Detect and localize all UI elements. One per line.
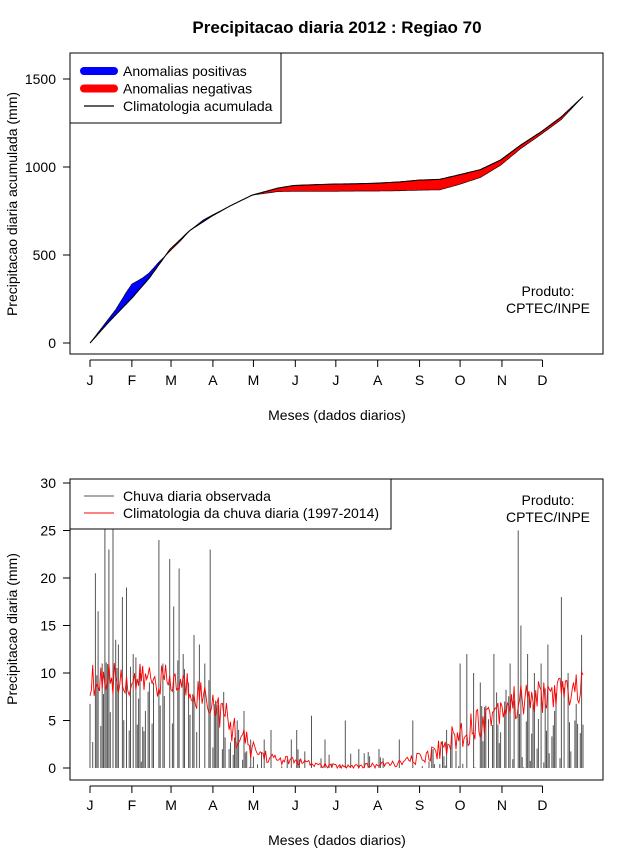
top-x-tick-label: M: [248, 372, 260, 388]
top-x-tick-label: M: [165, 372, 177, 388]
top-x-tick-label: O: [455, 372, 466, 388]
legend-negative-label: Anomalias negativas: [123, 81, 252, 97]
bottom-y-tick-label: 30: [40, 475, 56, 491]
top-x-tick-label: S: [415, 372, 424, 388]
bottom-y-tick-label: 10: [40, 665, 56, 681]
top-x-axis-title: Meses (dados diarios): [268, 407, 406, 423]
bottom-x-axis-title: Meses (dados diarios): [268, 832, 406, 848]
bottom-x-tick-label: S: [415, 797, 424, 813]
bottom-x-tick-label: F: [128, 797, 137, 813]
daily-climatology-line: [89, 662, 584, 770]
top-x-tick-label: J: [292, 372, 299, 388]
bottom-legend: Chuva diaria observada Climatologia da c…: [69, 478, 392, 530]
bottom-x-tick-label: N: [497, 797, 507, 813]
legend-climatology-daily-label: Climatologia da chuva diaria (1997-2014): [123, 505, 379, 521]
positive-anomaly-area: [188, 195, 253, 232]
bottom-y-tick-label: 0: [48, 760, 56, 776]
bottom-x-tick-label: A: [208, 797, 218, 813]
top-product-source: CPTEC/INPE: [506, 300, 590, 316]
bottom-legend-box: [69, 478, 392, 530]
top-y-tick-label: 1000: [25, 159, 56, 175]
daily-climatology-layer: [89, 662, 584, 770]
accumulated-line-layer: [89, 96, 584, 344]
observed-accumulated-line: [89, 96, 584, 344]
bottom-y-tick-label: 5: [48, 713, 56, 729]
bottom-product-source: CPTEC/INPE: [506, 509, 590, 525]
top-x-tick-label: N: [497, 372, 507, 388]
legend-positive-label: Anomalias positivas: [123, 63, 247, 79]
top-y-tick-label: 500: [33, 247, 57, 263]
top-x-tick-label: J: [332, 372, 339, 388]
daily-rain-bars: [89, 525, 584, 768]
top-legend: Anomalias positivas Anomalias negativas …: [69, 52, 282, 124]
top-x-tick-label: A: [208, 372, 218, 388]
chart-title: Precipitacao diaria 2012 : Regiao 70: [192, 18, 481, 37]
bottom-y-axis: 0 5 10 15 20 25 30: [40, 475, 71, 776]
bottom-product-label: Produto:: [522, 492, 575, 508]
bottom-x-tick-label: J: [292, 797, 299, 813]
bottom-x-tick-label: M: [248, 797, 260, 813]
top-y-axis-title: Precipitacao diaria acumulada (mm): [4, 92, 20, 316]
bottom-y-tick-label: 20: [40, 570, 56, 586]
top-x-tick-label: J: [87, 372, 94, 388]
bottom-x-tick-label: D: [537, 797, 547, 813]
bottom-x-tick-label: O: [455, 797, 466, 813]
bottom-x-tick-label: J: [332, 797, 339, 813]
climatology-accumulated-line: [89, 96, 584, 344]
bottom-y-tick-label: 25: [40, 523, 56, 539]
top-y-tick-label: 1500: [25, 71, 56, 87]
bottom-x-tick-label: J: [87, 797, 94, 813]
bottom-x-tick-label: M: [165, 797, 177, 813]
top-x-tick-label: D: [537, 372, 547, 388]
top-x-tick-label: F: [128, 372, 137, 388]
top-y-tick-label: 0: [48, 335, 56, 351]
bottom-y-tick-label: 15: [40, 618, 56, 634]
legend-climatology-label: Climatologia acumulada: [123, 98, 273, 114]
bottom-x-tick-label: A: [373, 797, 383, 813]
top-x-tick-label: A: [373, 372, 383, 388]
top-y-axis: 0 500 1000 1500: [25, 71, 71, 351]
top-product-label: Produto:: [522, 283, 575, 299]
legend-observed-label: Chuva diaria observada: [123, 488, 271, 504]
bottom-y-axis-title: Precipitacao diaria (mm): [4, 553, 20, 705]
